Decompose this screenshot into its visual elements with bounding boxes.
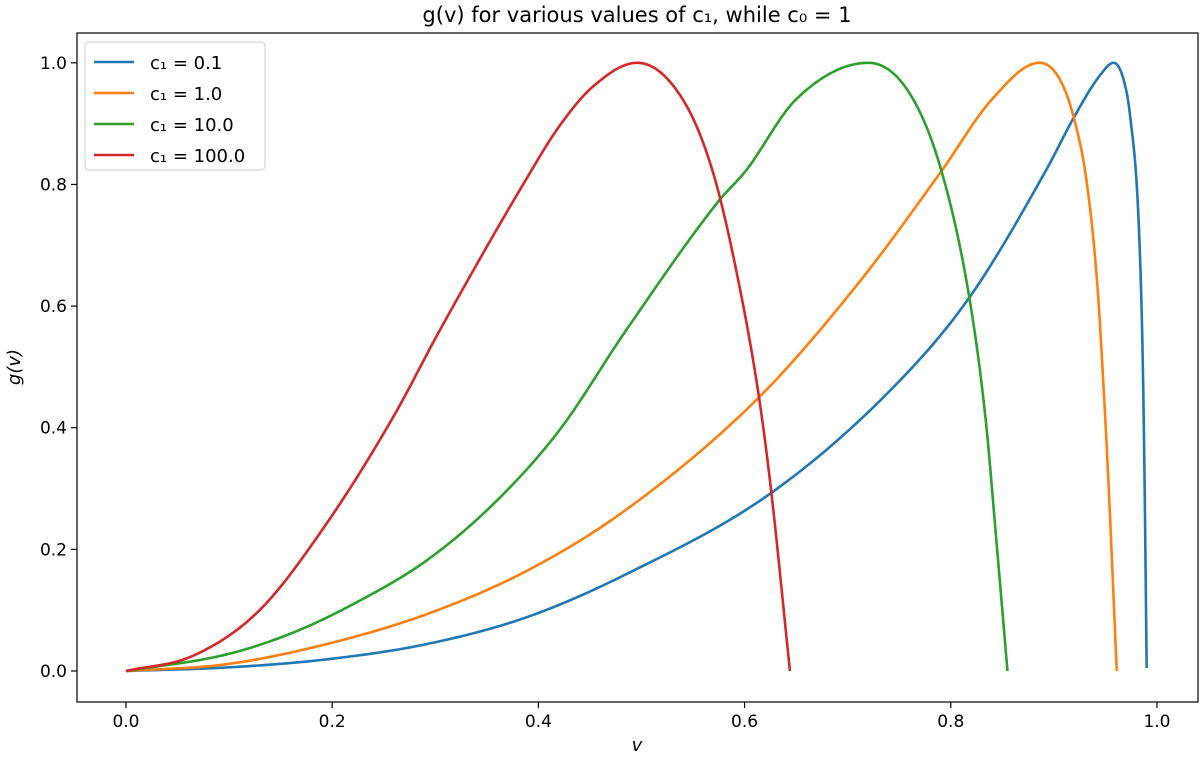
legend-box bbox=[84, 41, 266, 171]
x-tick-label: 0.2 bbox=[319, 712, 346, 732]
series-layer bbox=[125, 61, 1148, 673]
series-line-1 bbox=[125, 61, 1119, 673]
y-axis-label: g(v) bbox=[4, 349, 25, 385]
plot-frame bbox=[76, 32, 1199, 703]
legend-label: c₁ = 10.0 bbox=[150, 115, 234, 136]
x-tick-label: 0.8 bbox=[937, 712, 964, 732]
x-axis: 0.0 0.2 0.4 0.6 0.8 1.0 bbox=[112, 702, 1170, 732]
x-tick-label: 0.0 bbox=[112, 712, 139, 732]
y-tick-label: 0.2 bbox=[40, 540, 67, 560]
legend: c₁ = 0.1 c₁ = 1.0 c₁ = 10.0 c₁ = 100.0 bbox=[84, 41, 266, 171]
y-tick-label: 1.0 bbox=[40, 54, 67, 74]
x-tick-label: 0.6 bbox=[731, 712, 758, 732]
y-tick-label: 0.8 bbox=[40, 175, 67, 195]
x-tick-label: 0.4 bbox=[525, 712, 552, 732]
x-tick-label: 1.0 bbox=[1143, 712, 1170, 732]
legend-label: c₁ = 100.0 bbox=[150, 146, 245, 167]
y-tick-label: 0.6 bbox=[40, 297, 67, 317]
y-tick-label: 0.0 bbox=[40, 662, 67, 682]
legend-label: c₁ = 0.1 bbox=[150, 53, 222, 74]
x-axis-label: v bbox=[632, 735, 643, 756]
y-tick-label: 0.4 bbox=[40, 419, 67, 439]
legend-label: c₁ = 1.0 bbox=[150, 84, 222, 105]
series-line-3 bbox=[125, 61, 792, 673]
series-line-2 bbox=[125, 61, 1009, 673]
y-axis: 0.0 0.2 0.4 0.6 0.8 1.0 bbox=[40, 54, 77, 682]
chart-title: g(v) for various values of c₁, while c₀ … bbox=[422, 3, 851, 27]
series-line-0 bbox=[125, 61, 1148, 673]
